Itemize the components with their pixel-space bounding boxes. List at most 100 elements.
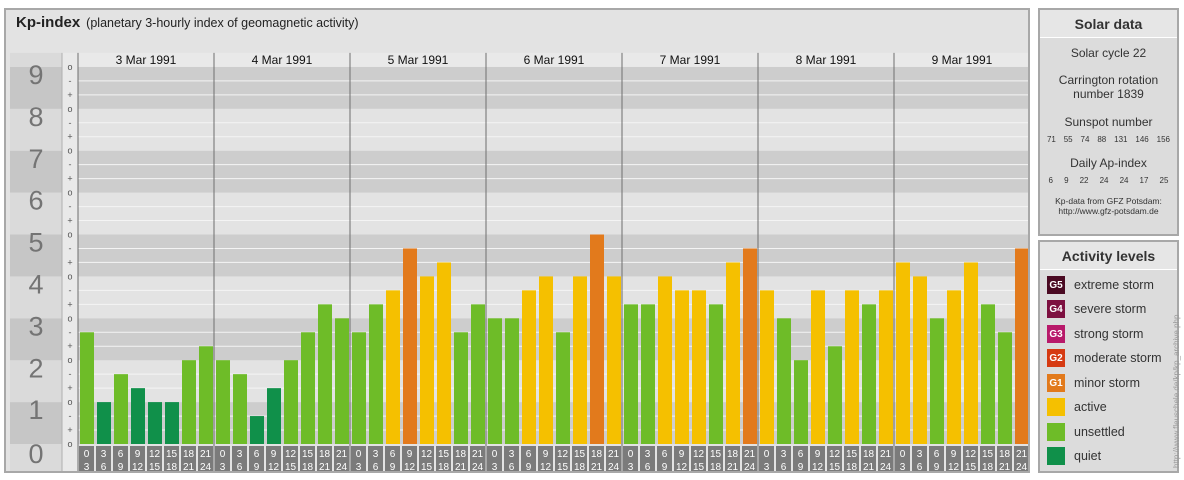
- level-swatch: G3: [1047, 325, 1065, 343]
- time-end-label: 6: [101, 462, 107, 471]
- time-start-label: 21: [336, 449, 348, 460]
- ytick-label: 6: [28, 186, 43, 216]
- time-start-label: 15: [710, 449, 722, 460]
- ytick-band: [10, 444, 62, 471]
- level-g4: G4 severe storm: [1047, 299, 1146, 319]
- time-cell: [589, 446, 604, 471]
- kp-bar: [488, 318, 502, 444]
- time-start-label: 15: [982, 449, 994, 460]
- kp-bar: [284, 360, 298, 444]
- kp-bar: [386, 290, 400, 444]
- day-label: 4 Mar 1991: [252, 53, 313, 67]
- ap-title: Daily Ap-index: [1070, 156, 1147, 170]
- time-start-label: 9: [951, 449, 957, 460]
- time-end-label: 24: [472, 462, 484, 471]
- ytick-label: 5: [28, 228, 43, 258]
- sunspot-value: 55: [1063, 135, 1073, 144]
- time-start-label: 12: [557, 449, 569, 460]
- time-end-label: 9: [798, 462, 804, 471]
- time-end-label: 21: [183, 462, 195, 471]
- ytick-band: [10, 108, 62, 151]
- time-cell: [963, 446, 978, 471]
- grid-band: [78, 150, 1028, 193]
- kp-bar: [607, 276, 621, 444]
- time-start-label: 18: [999, 449, 1011, 460]
- time-cell: [521, 446, 536, 471]
- credit-link[interactable]: http://www.fleuschele.de/kp/kp_archive.p…: [1172, 315, 1182, 478]
- time-end-label: 12: [812, 462, 824, 471]
- kp-bar: [726, 262, 740, 444]
- time-cell: [96, 446, 111, 471]
- time-start-label: 12: [693, 449, 705, 460]
- carrington-line1: Carrington rotation: [1058, 73, 1159, 87]
- time-end-label: 9: [526, 462, 532, 471]
- sunspot-title: Sunspot number: [1064, 115, 1153, 129]
- level-label: extreme storm: [1074, 278, 1154, 292]
- time-end-label: 3: [628, 462, 634, 471]
- time-start-label: 0: [356, 449, 362, 460]
- chart-subtitle: (planetary 3-hourly index of geomagnetic…: [86, 16, 359, 30]
- time-start-label: 18: [591, 449, 603, 460]
- kp-bar: [131, 388, 145, 444]
- kp-bar: [998, 332, 1012, 444]
- time-cell: [232, 446, 247, 471]
- kp-bar: [828, 346, 842, 444]
- kp-bar: [318, 304, 332, 444]
- level-label: severe storm: [1074, 302, 1147, 316]
- day-label: 3 Mar 1991: [116, 53, 177, 67]
- time-cell: [640, 446, 655, 471]
- ytick-band: [10, 234, 62, 277]
- ap-value: 24: [1119, 176, 1129, 185]
- kp-bar: [845, 290, 859, 444]
- kp-bar: [335, 318, 349, 444]
- time-end-label: 15: [829, 462, 841, 471]
- carrington-line2: number 1839: [1073, 87, 1144, 101]
- time-end-label: 24: [336, 462, 348, 471]
- time-end-label: 21: [455, 462, 467, 471]
- ytick-band: [10, 402, 62, 444]
- time-start-label: 6: [934, 449, 940, 460]
- time-end-label: 21: [999, 462, 1011, 471]
- time-start-label: 15: [166, 449, 178, 460]
- solar-cycle: Solar cycle 22: [1070, 46, 1147, 60]
- kp-bar: [233, 374, 247, 444]
- day-label: 7 Mar 1991: [660, 53, 721, 67]
- time-cell: [759, 446, 774, 471]
- kp-bar: [522, 290, 536, 444]
- time-cell: [470, 446, 485, 471]
- kp-bar: [930, 318, 944, 444]
- time-start-label: 3: [101, 449, 107, 460]
- time-end-label: 3: [356, 462, 362, 471]
- ytick-label: 3: [28, 311, 43, 341]
- kp-bar: [964, 262, 978, 444]
- ap-value: 17: [1139, 176, 1149, 185]
- level-swatch: G4: [1047, 300, 1065, 318]
- ytick-label: 0: [28, 439, 43, 469]
- time-cell: [1014, 446, 1028, 471]
- time-end-label: 24: [744, 462, 756, 471]
- time-end-label: 9: [662, 462, 668, 471]
- level-active: active: [1047, 397, 1107, 417]
- source-link[interactable]: http://www.gfz-potsdam.de: [1058, 206, 1159, 216]
- level-unsettled: unsettled: [1047, 422, 1125, 442]
- time-cell: [504, 446, 519, 471]
- time-cell: [317, 446, 332, 471]
- level-swatch: [1047, 398, 1065, 416]
- level-g3: G3 strong storm: [1047, 324, 1143, 344]
- kp-bar: [709, 304, 723, 444]
- time-start-label: 6: [798, 449, 804, 460]
- time-cell: [385, 446, 400, 471]
- time-cell: [895, 446, 910, 471]
- ap-value: 6: [1048, 176, 1053, 185]
- subtick-label: +: [67, 216, 72, 226]
- ap-value: 9: [1064, 176, 1069, 185]
- time-cell: [708, 446, 723, 471]
- sunspot-value: 131: [1114, 135, 1128, 144]
- time-cell: [419, 446, 434, 471]
- time-end-label: 9: [934, 462, 940, 471]
- level-g2: G2 moderate storm: [1047, 348, 1162, 368]
- time-start-label: 0: [764, 449, 770, 460]
- kp-bar: [794, 360, 808, 444]
- kp-bar: [80, 332, 94, 444]
- level-label: moderate storm: [1074, 351, 1162, 365]
